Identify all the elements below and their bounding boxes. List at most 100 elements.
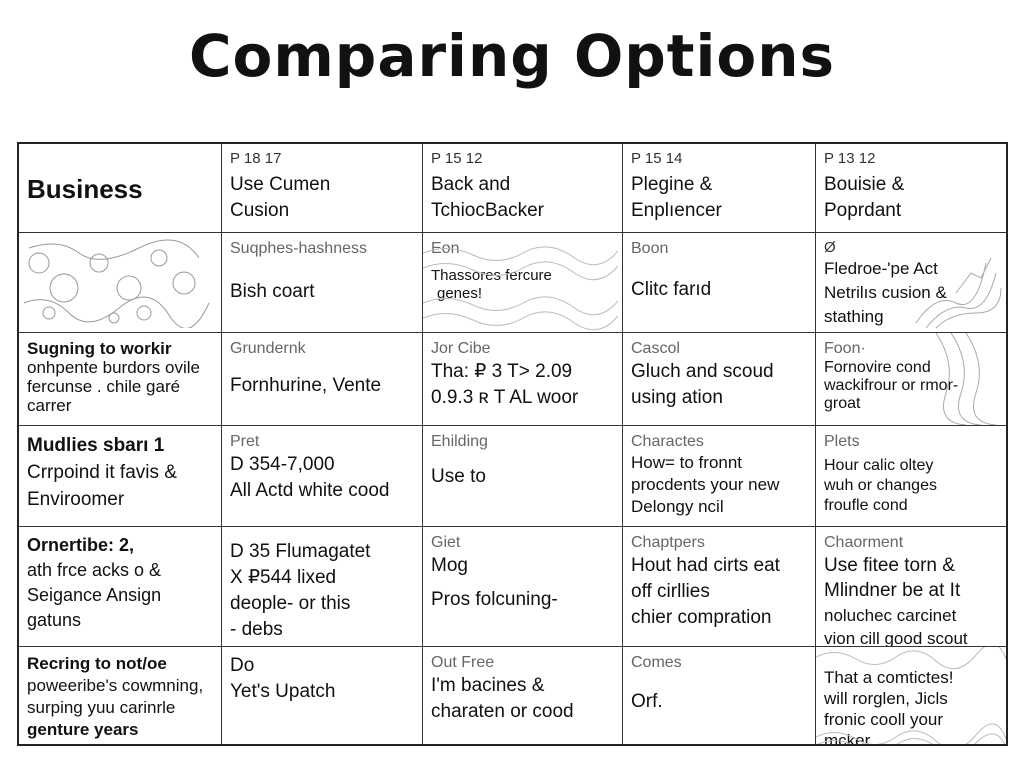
cell-text: mcker	[824, 731, 871, 744]
cell-text: deople- or this	[230, 593, 351, 614]
table-cell: Giet Mog Pros folcuning-	[423, 527, 623, 647]
row-header-line: Crrpoind it favis &	[27, 462, 177, 483]
cell-text: groat	[824, 395, 861, 412]
cell-text: I'm bacines &	[431, 675, 545, 696]
row-header-line: Ornertibe: 2,	[27, 535, 135, 555]
row-header-line: Mudlies sbarı 1	[27, 435, 165, 456]
option-title: Back and	[431, 174, 511, 195]
table-cell: Ø Fledroe-'pe Act Netrilıs cusion & stat…	[816, 233, 1006, 333]
cell-text: procdents your new	[631, 475, 780, 494]
option-title: Enplıencer	[631, 200, 722, 221]
cell-subtitle: Boon	[631, 240, 669, 257]
row-header-line: Sugning to workir	[27, 339, 172, 358]
cell-subtitle: Charactes	[631, 433, 704, 450]
cell-subtitle: Grundernk	[230, 340, 306, 357]
cell-text: 0.9.3 ʀ T AL woor	[431, 387, 579, 408]
cell-text: How= to fronnt	[631, 453, 743, 472]
cell-text: Delongy ncil	[631, 497, 724, 516]
cell-text: vion cill good scout	[824, 629, 968, 647]
cell-subtitle: Jor Cibe	[431, 340, 491, 357]
cell-text: Fornovire cond	[824, 359, 931, 376]
cell-text: Thassores fercure	[431, 267, 552, 284]
table-cell: Cascol Gluch and scoud using ation	[623, 333, 816, 426]
cell-subtitle: Eon	[431, 240, 460, 257]
row-header-line: onhpente burdors ovile	[27, 358, 200, 377]
row-header-line: carrer	[27, 396, 72, 415]
row-header-line: Recring to not/oe	[27, 654, 167, 673]
row-header-line: Seigance Ansign	[27, 585, 162, 605]
cell-subtitle: Ehilding	[431, 433, 488, 450]
cell-text: Use fitee torn &	[824, 555, 955, 576]
table-cell: Plets Hour calic oltey wuh or changes fr…	[816, 426, 1006, 527]
cell-text: Bish coart	[230, 281, 315, 302]
cell-text: Orf.	[631, 691, 663, 712]
row-header-line: fercunse . chile garé	[27, 377, 181, 396]
cell-text: Clitc farıd	[631, 279, 712, 300]
table-cell: Chaptpers Hout had cirts eat off cirllie…	[623, 527, 816, 647]
cell-text: noluchec carcinet	[824, 606, 957, 625]
cell-text: Mlindner be at It	[824, 580, 961, 601]
table-cell: Do Yet's Upatch	[222, 647, 423, 744]
cell-subtitle: Cascol	[631, 340, 680, 357]
table-cell: Mudlies sbarı 1 Crrpoind it favis & Envi…	[19, 426, 222, 527]
table-cell: Recring to not/oe poweeribe's cowmning, …	[19, 647, 222, 744]
cell-text: stathing	[824, 307, 884, 326]
cell-text: - debs	[230, 619, 283, 640]
cell-text: Fledroe-'pe Act	[824, 259, 938, 278]
cell-text: will rorglen, Jicls	[824, 689, 948, 708]
comparison-table: Business P 18 17 Use Cumen Cusion P 15 1…	[17, 142, 1008, 746]
cell-text: fronic cooll your	[824, 710, 944, 729]
table-cell: Jor Cibe Tha: ₽ 3 T> 2.09 0.9.3 ʀ T AL w…	[423, 333, 623, 426]
option-title: Use Cumen	[230, 174, 331, 195]
table-cell: Foon· Fornovire cond wackifrour or rmor-…	[816, 333, 1006, 426]
option-title: Plegine &	[631, 174, 713, 195]
price-code: P 13 12	[824, 150, 876, 167]
cell-text: genes!	[437, 285, 483, 302]
table-cell: Grundernk Fornhurine, Vente	[222, 333, 423, 426]
table-cell: That a comtictes! will rorglen, Jicls fr…	[816, 647, 1006, 744]
cell-text: D 35 Flumagatet	[230, 541, 371, 562]
cell-text: Do	[230, 655, 255, 676]
cell-subtitle: Comes	[631, 654, 682, 671]
row-header: Ornertibe: 2, ath frce acks o & Seigance…	[27, 533, 213, 633]
table-cell	[19, 233, 222, 333]
table-cell: Chaorment Use fitee torn & Mlindner be a…	[816, 527, 1006, 647]
cell-subtitle: Ø	[824, 239, 836, 256]
cell-subtitle: Foon·	[824, 340, 866, 357]
cell-text: X ₽544 lixed	[230, 567, 337, 588]
cell-subtitle: Giet	[431, 534, 461, 551]
table-cell: P 13 12 Bouisie & Poprdant	[816, 144, 1006, 233]
cell-text: All Actd white cood	[230, 480, 390, 501]
price-code: P 15 14	[631, 150, 683, 167]
cell-subtitle: Out Free	[431, 654, 495, 671]
table-cell: Out Free I'm bacines & charaten or cood	[423, 647, 623, 744]
cell-text: D 354-7,000	[230, 454, 335, 475]
table-cell: Eon Thassores fercure genes!	[423, 233, 623, 333]
cell-subtitle: Chaorment	[824, 534, 904, 551]
row-header-line: poweeribe's cowmning,	[27, 676, 204, 695]
table-cell: Ehilding Use to	[423, 426, 623, 527]
cell-text: Pros folcuning-	[431, 589, 558, 610]
cell-subtitle: Chaptpers	[631, 534, 705, 551]
table-cell: D 35 Flumagatet X ₽544 lixed deople- or …	[222, 527, 423, 647]
cell-text: That a comtictes!	[824, 668, 954, 687]
cell-subtitle: Suqphes-hashness	[230, 240, 367, 257]
cell-subtitle: Pret	[230, 433, 260, 450]
cell-text: Tha: ₽ 3 T> 2.09	[431, 361, 573, 382]
sketch-doodle-icon	[23, 239, 210, 328]
row-header-line: ath frce acks o &	[27, 560, 162, 580]
row-header: Mudlies sbarı 1 Crrpoind it favis & Envi…	[27, 432, 213, 513]
option-title: Bouisie &	[824, 174, 905, 195]
page-title: Comparing Options	[188, 22, 836, 90]
cell-text: wackifrour or rmor-	[824, 377, 959, 394]
cell-text: Use to	[431, 466, 486, 487]
cell-text: Fornhurine, Vente	[230, 375, 382, 396]
table-cell: Boon Clitc farıd	[623, 233, 816, 333]
cell-text: charaten or cood	[431, 701, 574, 722]
cell-text: Hout had cirts eat	[631, 555, 780, 576]
table-cell: Suqphes-hashness Bish coart	[222, 233, 423, 333]
price-code: P 15 12	[431, 150, 483, 167]
cell-text: froufle cond	[824, 497, 908, 514]
cell-subtitle: Plets	[824, 433, 860, 450]
table-cell: P 15 12 Back and TchiocBacker	[423, 144, 623, 233]
